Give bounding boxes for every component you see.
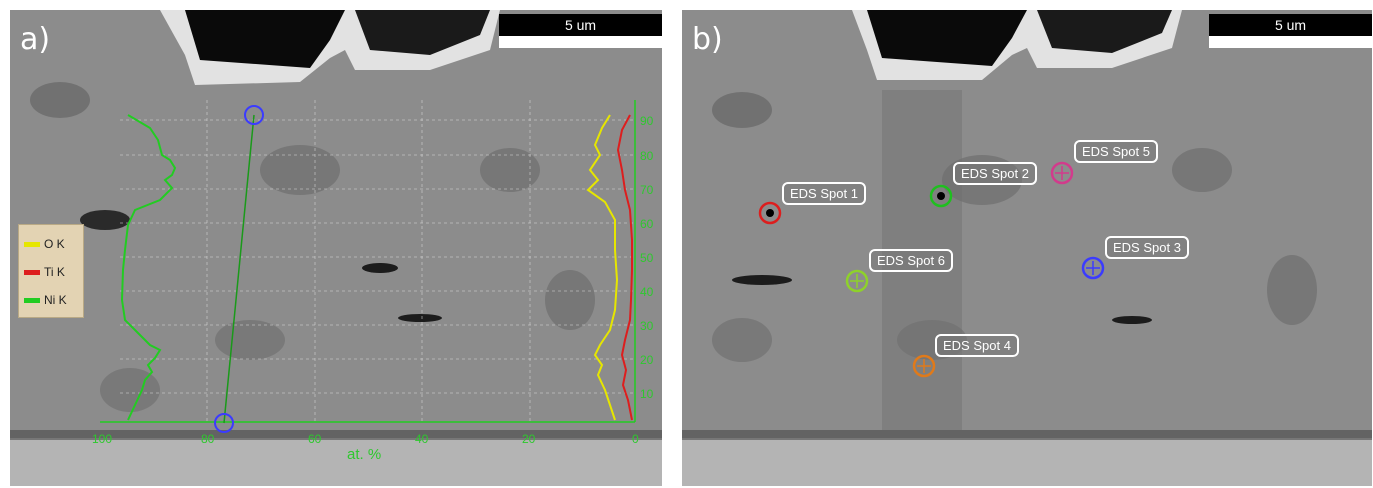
- y-tick-30: 30: [640, 319, 654, 333]
- x-tick-20: 20: [522, 432, 536, 446]
- scan-end-marker: [214, 413, 234, 433]
- sem-image-a: [10, 10, 662, 486]
- eds-spot-4-marker: [912, 354, 936, 378]
- panel-a-label: a): [20, 22, 51, 57]
- eds-spot-5-label: EDS Spot 5: [1074, 140, 1158, 163]
- x-tick-100: 100: [92, 432, 113, 446]
- scan-line: [223, 114, 255, 424]
- eds-spot-3-marker: [1081, 256, 1105, 280]
- eds-spot-4-label: EDS Spot 4: [935, 334, 1019, 357]
- scale-bar-b-label: 5 um: [1209, 14, 1372, 36]
- legend-item-o: O K: [24, 237, 65, 251]
- eds-spot-6-label: EDS Spot 6: [869, 249, 953, 272]
- eds-spot-6-marker: [845, 269, 869, 293]
- y-tick-20: 20: [640, 353, 654, 367]
- eds-spot-5-marker: [1050, 161, 1074, 185]
- sem-panel-b: b) 5 um: [682, 10, 1372, 486]
- scan-start-marker: [244, 105, 264, 125]
- y-tick-80: 80: [640, 149, 654, 163]
- ti-k-profile: [616, 114, 633, 421]
- x-tick-60: 60: [308, 432, 322, 446]
- x-tick-0: 0: [632, 432, 639, 446]
- legend-swatch-ni: [24, 298, 40, 304]
- element-legend: O K Ti K Ni K: [18, 224, 84, 318]
- eds-spot-3-label: EDS Spot 3: [1105, 236, 1189, 259]
- y-tick-50: 50: [640, 251, 654, 265]
- legend-swatch-o: [24, 242, 40, 248]
- y-tick-90: 90: [640, 114, 654, 128]
- legend-item-ti: Ti K: [24, 265, 65, 279]
- y-tick-40: 40: [640, 285, 654, 299]
- eds-spot-1-marker: [758, 201, 782, 225]
- x-tick-40: 40: [415, 432, 429, 446]
- sem-panel-a: a) 5 um O K Ti K Ni K 100 80 60 40 20 0 …: [10, 10, 662, 486]
- legend-swatch-ti: [24, 270, 40, 276]
- x-tick-80: 80: [201, 432, 215, 446]
- x-axis-unit: at. %: [347, 446, 382, 463]
- o-k-profile: [586, 114, 619, 421]
- y-tick-60: 60: [640, 217, 654, 231]
- y-tick-70: 70: [640, 183, 654, 197]
- eds-spot-1-label: EDS Spot 1: [782, 182, 866, 205]
- scale-bar-b: 5 um: [1209, 14, 1372, 50]
- line-scan-plot: [100, 100, 636, 433]
- eds-spot-markers: [758, 161, 1105, 378]
- panel-b-label: b): [692, 22, 723, 57]
- legend-item-ni: Ni K: [24, 293, 67, 307]
- ni-k-profile: [120, 114, 177, 421]
- scale-bar-a-label: 5 um: [499, 14, 662, 36]
- eds-spot-2-marker: [929, 184, 953, 208]
- y-tick-10: 10: [640, 387, 654, 401]
- eds-spot-2-label: EDS Spot 2: [953, 162, 1037, 185]
- scale-bar-a: 5 um: [499, 14, 662, 50]
